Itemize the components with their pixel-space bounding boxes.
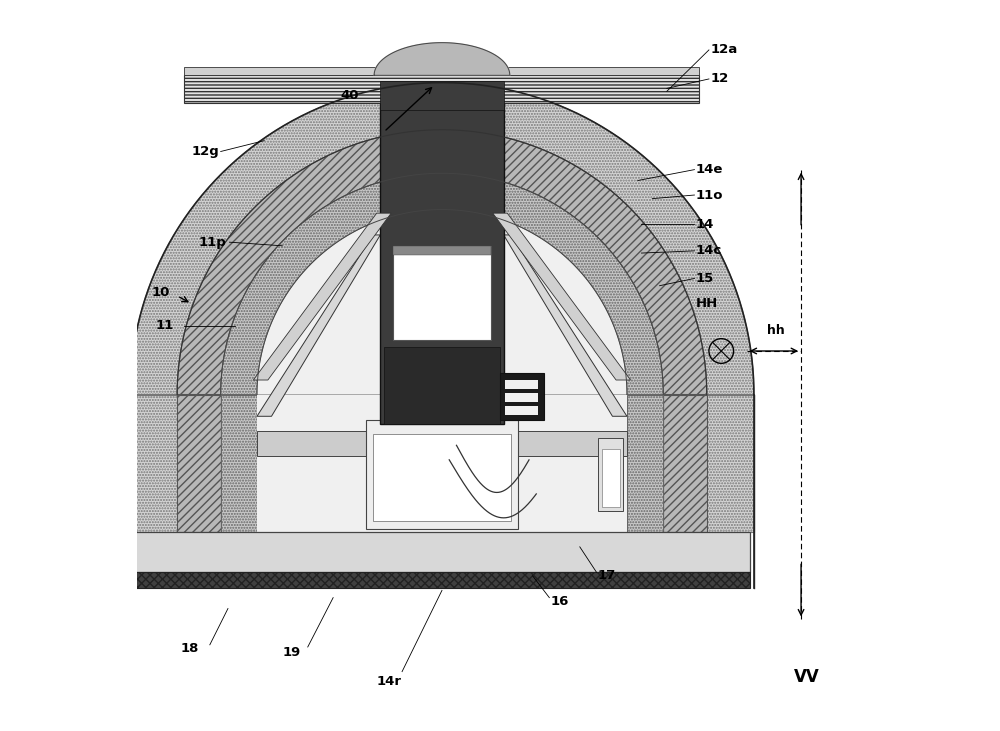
- Bar: [500, 373, 544, 420]
- Bar: [184, 75, 699, 103]
- Text: 12g: 12g: [192, 145, 219, 158]
- Bar: [384, 347, 500, 423]
- Polygon shape: [504, 431, 627, 456]
- Polygon shape: [253, 213, 391, 380]
- Bar: [134, 532, 750, 572]
- Polygon shape: [493, 213, 631, 380]
- Text: 10: 10: [152, 287, 170, 300]
- Polygon shape: [257, 431, 380, 456]
- Text: 16: 16: [551, 595, 569, 607]
- Polygon shape: [130, 395, 177, 532]
- Bar: [505, 406, 538, 414]
- Bar: [505, 393, 538, 402]
- Polygon shape: [221, 395, 257, 532]
- Text: 40: 40: [340, 89, 359, 102]
- Bar: [184, 67, 699, 75]
- Text: HH: HH: [696, 298, 718, 311]
- Polygon shape: [707, 395, 754, 532]
- Bar: [373, 434, 511, 521]
- Bar: [380, 79, 504, 423]
- Bar: [393, 246, 491, 340]
- Bar: [380, 81, 504, 110]
- Polygon shape: [221, 173, 663, 395]
- Text: 19: 19: [282, 645, 301, 659]
- Text: 11: 11: [155, 319, 174, 332]
- Text: 11p: 11p: [199, 235, 227, 249]
- Text: 14r: 14r: [377, 675, 402, 688]
- Polygon shape: [257, 395, 627, 532]
- Bar: [134, 572, 750, 588]
- Text: hh: hh: [767, 324, 785, 337]
- Text: 12: 12: [710, 72, 729, 86]
- Polygon shape: [663, 395, 707, 532]
- Bar: [602, 449, 620, 507]
- Text: 14e: 14e: [696, 163, 723, 176]
- Text: 15: 15: [696, 272, 714, 285]
- Text: VV: VV: [794, 668, 820, 686]
- Polygon shape: [130, 83, 754, 395]
- Bar: [505, 380, 538, 389]
- Text: 12a: 12a: [710, 43, 738, 56]
- Polygon shape: [177, 129, 707, 395]
- Bar: [393, 246, 491, 254]
- Polygon shape: [504, 235, 627, 416]
- Text: 18: 18: [181, 642, 199, 655]
- Polygon shape: [374, 42, 510, 75]
- Text: 14: 14: [696, 218, 714, 230]
- Text: 11o: 11o: [696, 189, 723, 202]
- Polygon shape: [257, 235, 380, 416]
- Polygon shape: [391, 52, 493, 103]
- Polygon shape: [130, 395, 177, 532]
- Bar: [366, 420, 518, 529]
- Polygon shape: [257, 210, 627, 395]
- Text: 14c: 14c: [696, 244, 722, 257]
- Text: 17: 17: [598, 569, 616, 583]
- Polygon shape: [177, 395, 221, 532]
- Polygon shape: [627, 395, 663, 532]
- Bar: [598, 438, 623, 510]
